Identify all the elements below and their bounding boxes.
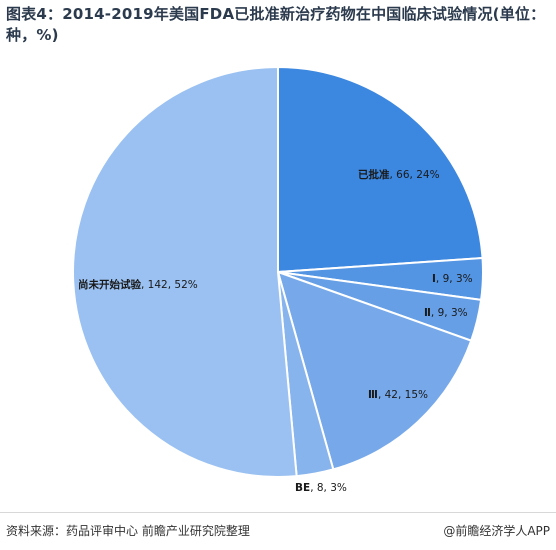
slice-value-3: , 42, 15% — [378, 389, 428, 401]
source-note: 资料来源：药品评审中心 前瞻产业研究院整理 — [6, 524, 250, 538]
slice-category-0: 已批准 — [358, 168, 390, 181]
chart-footer: 资料来源：药品评审中心 前瞻产业研究院整理 @前瞻经济学人APP — [0, 512, 556, 550]
slice-value-4: , 8, 3% — [310, 482, 347, 494]
slice-label-3: Ⅲ, 42, 15% — [368, 389, 428, 401]
footer-divider — [0, 512, 556, 513]
slice-label-4: BE, 8, 3% — [295, 482, 347, 494]
slice-category-1: Ⅰ — [432, 273, 436, 285]
slice-value-0: , 66, 24% — [390, 169, 440, 181]
pie-chart: 已批准, 66, 24%Ⅰ, 9, 3%Ⅱ, 9, 3%Ⅲ, 42, 15%BE… — [72, 65, 484, 494]
slice-label-5: 尚未开始试验, 142, 52% — [78, 278, 198, 291]
slice-category-2: Ⅱ — [424, 307, 431, 319]
slice-value-5: , 142, 52% — [141, 279, 198, 291]
slice-category-4: BE — [295, 482, 310, 494]
slice-label-0: 已批准, 66, 24% — [358, 168, 440, 181]
pie-slice-0 — [277, 65, 484, 274]
slice-value-2: , 9, 3% — [431, 307, 468, 319]
pie-slice-3 — [276, 270, 473, 471]
slice-label-2: Ⅱ, 9, 3% — [424, 307, 468, 319]
slice-category-3: Ⅲ — [368, 389, 378, 401]
brand-credit: @前瞻经济学人APP — [443, 524, 550, 538]
chart-title: 图表4：2014-2019年美国FDA已批准新治疗药物在中国临床试验情况(单位：… — [6, 5, 546, 44]
slice-category-5: 尚未开始试验 — [78, 278, 141, 291]
slice-value-1: , 9, 3% — [436, 273, 473, 285]
pie-slices — [72, 65, 484, 478]
pie-labels: 已批准, 66, 24%Ⅰ, 9, 3%Ⅱ, 9, 3%Ⅲ, 42, 15%BE… — [78, 168, 473, 494]
slice-label-1: Ⅰ, 9, 3% — [432, 273, 473, 285]
pie-slice-5 — [72, 65, 298, 478]
